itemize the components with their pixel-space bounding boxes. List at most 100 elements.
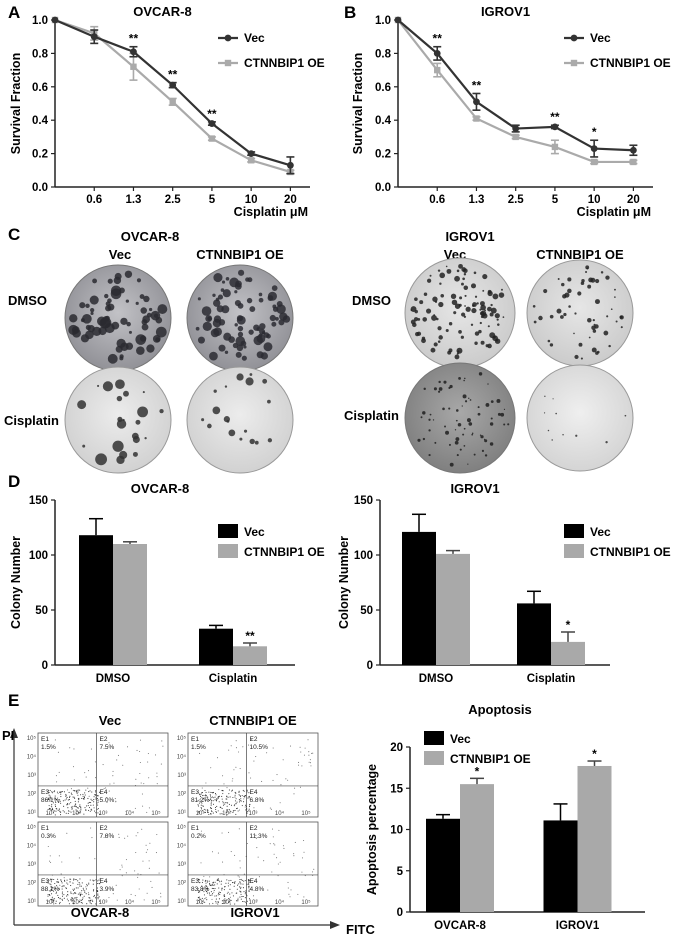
colony-dot: [624, 414, 627, 417]
event-dot: [294, 787, 296, 789]
event-dot: [219, 813, 221, 815]
data-point-vec: [247, 150, 255, 158]
event-dot: [230, 745, 232, 747]
event-dot: [200, 806, 202, 809]
colony-dot: [144, 437, 147, 440]
event-dot: [108, 897, 110, 899]
event-dot: [47, 789, 49, 791]
event-dot: [229, 896, 231, 898]
event-dot: [99, 813, 101, 815]
event-dot: [154, 754, 157, 756]
colony-dot: [217, 294, 224, 300]
event-dot: [208, 798, 210, 800]
event-dot: [82, 793, 84, 795]
legend-marker-vec: [570, 34, 578, 42]
event-dot: [65, 887, 67, 889]
event-dot: [239, 867, 241, 869]
colony-dot: [463, 445, 466, 447]
colony-dot: [457, 422, 462, 427]
colony-dot: [458, 263, 463, 269]
colony-dot: [614, 296, 616, 298]
event-dot: [54, 814, 56, 816]
event-dot: [158, 872, 160, 874]
event-dot: [80, 885, 82, 887]
data-point-vec: [473, 98, 480, 106]
event-dot: [238, 801, 241, 803]
colony-dot: [100, 317, 112, 329]
event-dot: [272, 836, 274, 838]
colony-dot: [226, 419, 230, 423]
event-dot: [85, 789, 87, 791]
colony-dot: [476, 302, 479, 305]
event-dot: [200, 830, 202, 832]
event-dot: [224, 802, 226, 804]
event-dot: [57, 801, 59, 803]
event-dot: [57, 894, 59, 896]
event-dot: [73, 890, 75, 892]
event-dot: [88, 795, 90, 797]
colony-dot: [263, 342, 273, 352]
event-dot: [227, 885, 229, 887]
colony-dot: [463, 268, 468, 274]
event-dot: [214, 793, 217, 795]
event-dot: [47, 895, 49, 897]
colony-dot: [128, 330, 132, 334]
colony-dot: [236, 315, 244, 322]
colony-dot: [417, 317, 421, 321]
event-dot: [63, 791, 65, 793]
colony-dot: [116, 395, 123, 402]
event-dot: [217, 901, 219, 903]
colony-dot: [116, 338, 126, 349]
event-dot: [77, 893, 79, 895]
colony-dot: [237, 302, 244, 309]
x-tick-label: Cisplatin: [527, 673, 576, 685]
x-tick-label: 0.6: [429, 194, 445, 206]
event-dot: [55, 892, 57, 894]
event-dot: [57, 792, 59, 795]
fitc-axis-label: FITC: [346, 922, 375, 937]
colony-dot: [90, 311, 94, 316]
flow-plot-frame: [37, 821, 169, 907]
event-dot: [232, 895, 234, 897]
event-dot: [219, 892, 221, 894]
colony-dot: [122, 418, 125, 422]
event-dot: [200, 801, 202, 803]
event-dot: [257, 856, 259, 858]
event-dot: [143, 899, 145, 901]
flow-x-tick-label: 10¹: [46, 900, 55, 906]
event-dot: [78, 812, 80, 814]
event-dot: [214, 887, 216, 890]
event-dot: [145, 851, 147, 853]
event-dot: [156, 772, 158, 774]
event-dot: [81, 899, 83, 901]
colony-dot: [224, 385, 228, 388]
event-dot: [236, 801, 238, 803]
event-dot: [66, 895, 68, 897]
colony-dot: [490, 307, 497, 314]
colony-dot: [463, 285, 469, 291]
colony-dot: [551, 439, 553, 441]
colony-dot: [107, 353, 118, 364]
event-dot: [239, 796, 242, 798]
event-dot: [279, 861, 281, 863]
event-dot: [301, 871, 303, 873]
event-dot: [282, 759, 284, 761]
event-dot: [73, 748, 75, 750]
event-dot: [147, 752, 149, 755]
colony-dot: [417, 438, 421, 442]
flow-y-tick-label: 10²: [177, 792, 186, 798]
event-dot: [109, 832, 111, 835]
colony-dot: [258, 292, 263, 297]
event-dot: [78, 799, 80, 801]
event-dot: [78, 900, 81, 902]
event-dot: [88, 900, 90, 902]
event-dot: [308, 754, 310, 756]
colony-dot: [201, 418, 205, 422]
flow-y-tick-label: 10¹: [177, 899, 186, 905]
colony-dot: [136, 346, 145, 355]
colony-dot: [132, 451, 138, 457]
event-dot: [210, 804, 212, 806]
event-dot: [59, 884, 61, 886]
colony-dot: [437, 269, 441, 272]
colony-dot: [439, 272, 446, 279]
